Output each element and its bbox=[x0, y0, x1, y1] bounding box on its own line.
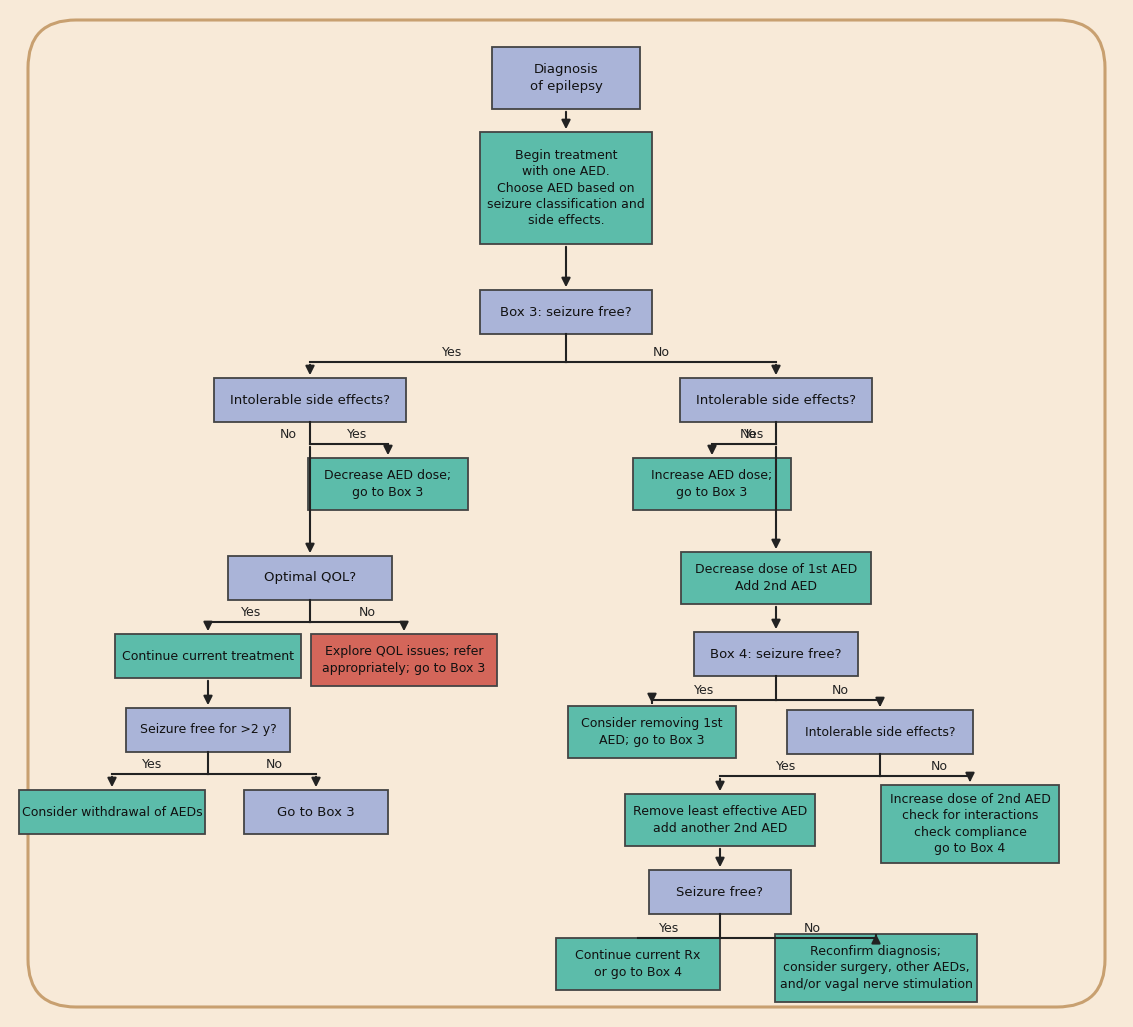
Text: Increase dose of 2nd AED
check for interactions
check compliance
go to Box 4: Increase dose of 2nd AED check for inter… bbox=[889, 793, 1050, 855]
Text: Decrease dose of 1st AED
Add 2nd AED: Decrease dose of 1st AED Add 2nd AED bbox=[695, 563, 858, 593]
FancyBboxPatch shape bbox=[649, 870, 791, 914]
FancyBboxPatch shape bbox=[480, 132, 651, 244]
FancyBboxPatch shape bbox=[787, 710, 973, 754]
FancyBboxPatch shape bbox=[228, 556, 392, 600]
Text: Yes: Yes bbox=[241, 607, 261, 619]
FancyBboxPatch shape bbox=[633, 458, 791, 510]
Text: No: No bbox=[832, 685, 849, 697]
FancyBboxPatch shape bbox=[308, 458, 468, 510]
Text: No: No bbox=[358, 607, 375, 619]
FancyBboxPatch shape bbox=[625, 794, 815, 846]
FancyBboxPatch shape bbox=[881, 785, 1059, 863]
FancyBboxPatch shape bbox=[126, 708, 290, 752]
Text: Explore QOL issues; refer
appropriately; go to Box 3: Explore QOL issues; refer appropriately;… bbox=[323, 645, 486, 675]
Text: Consider removing 1st
AED; go to Box 3: Consider removing 1st AED; go to Box 3 bbox=[581, 717, 723, 747]
Text: Intolerable side effects?: Intolerable side effects? bbox=[804, 725, 955, 738]
FancyBboxPatch shape bbox=[116, 634, 301, 678]
Text: Yes: Yes bbox=[442, 346, 462, 359]
Text: Yes: Yes bbox=[347, 428, 367, 442]
FancyBboxPatch shape bbox=[28, 20, 1105, 1007]
FancyBboxPatch shape bbox=[775, 934, 977, 1002]
Text: Increase AED dose;
go to Box 3: Increase AED dose; go to Box 3 bbox=[651, 469, 773, 499]
Text: No: No bbox=[653, 346, 670, 359]
Text: Begin treatment
with one AED.
Choose AED based on
seizure classification and
sid: Begin treatment with one AED. Choose AED… bbox=[487, 149, 645, 228]
Text: Remove least effective AED
add another 2nd AED: Remove least effective AED add another 2… bbox=[633, 805, 807, 835]
Text: Yes: Yes bbox=[744, 428, 764, 442]
Text: Intolerable side effects?: Intolerable side effects? bbox=[696, 393, 857, 407]
Text: Continue current Rx
or go to Box 4: Continue current Rx or go to Box 4 bbox=[576, 949, 700, 979]
FancyBboxPatch shape bbox=[244, 790, 387, 834]
Text: Reconfirm diagnosis;
consider surgery, other AEDs,
and/or vagal nerve stimulatio: Reconfirm diagnosis; consider surgery, o… bbox=[780, 945, 972, 991]
FancyBboxPatch shape bbox=[19, 790, 205, 834]
FancyBboxPatch shape bbox=[556, 938, 719, 990]
FancyBboxPatch shape bbox=[310, 634, 497, 686]
Text: Yes: Yes bbox=[693, 685, 714, 697]
Text: No: No bbox=[930, 761, 947, 773]
Text: Yes: Yes bbox=[659, 922, 679, 936]
Text: No: No bbox=[265, 759, 282, 771]
Text: Seizure free for >2 y?: Seizure free for >2 y? bbox=[139, 723, 276, 736]
Text: Seizure free?: Seizure free? bbox=[676, 885, 764, 899]
FancyBboxPatch shape bbox=[492, 47, 640, 109]
FancyBboxPatch shape bbox=[680, 378, 872, 422]
FancyBboxPatch shape bbox=[681, 551, 871, 604]
FancyBboxPatch shape bbox=[568, 706, 736, 758]
Text: Diagnosis
of epilepsy: Diagnosis of epilepsy bbox=[529, 64, 603, 92]
Text: Yes: Yes bbox=[142, 759, 162, 771]
FancyBboxPatch shape bbox=[695, 632, 858, 676]
Text: Optimal QOL?: Optimal QOL? bbox=[264, 571, 356, 584]
Text: No: No bbox=[280, 428, 297, 442]
Text: Yes: Yes bbox=[776, 761, 796, 773]
FancyBboxPatch shape bbox=[214, 378, 406, 422]
Text: No: No bbox=[740, 428, 757, 442]
Text: Box 4: seizure free?: Box 4: seizure free? bbox=[710, 647, 842, 660]
FancyBboxPatch shape bbox=[480, 290, 651, 334]
Text: Decrease AED dose;
go to Box 3: Decrease AED dose; go to Box 3 bbox=[324, 469, 452, 499]
Text: Box 3: seizure free?: Box 3: seizure free? bbox=[500, 305, 632, 318]
Text: Consider withdrawal of AEDs: Consider withdrawal of AEDs bbox=[22, 805, 203, 819]
Text: Intolerable side effects?: Intolerable side effects? bbox=[230, 393, 390, 407]
Text: No: No bbox=[803, 922, 820, 936]
Text: Continue current treatment: Continue current treatment bbox=[122, 649, 293, 662]
Text: Go to Box 3: Go to Box 3 bbox=[278, 805, 355, 819]
